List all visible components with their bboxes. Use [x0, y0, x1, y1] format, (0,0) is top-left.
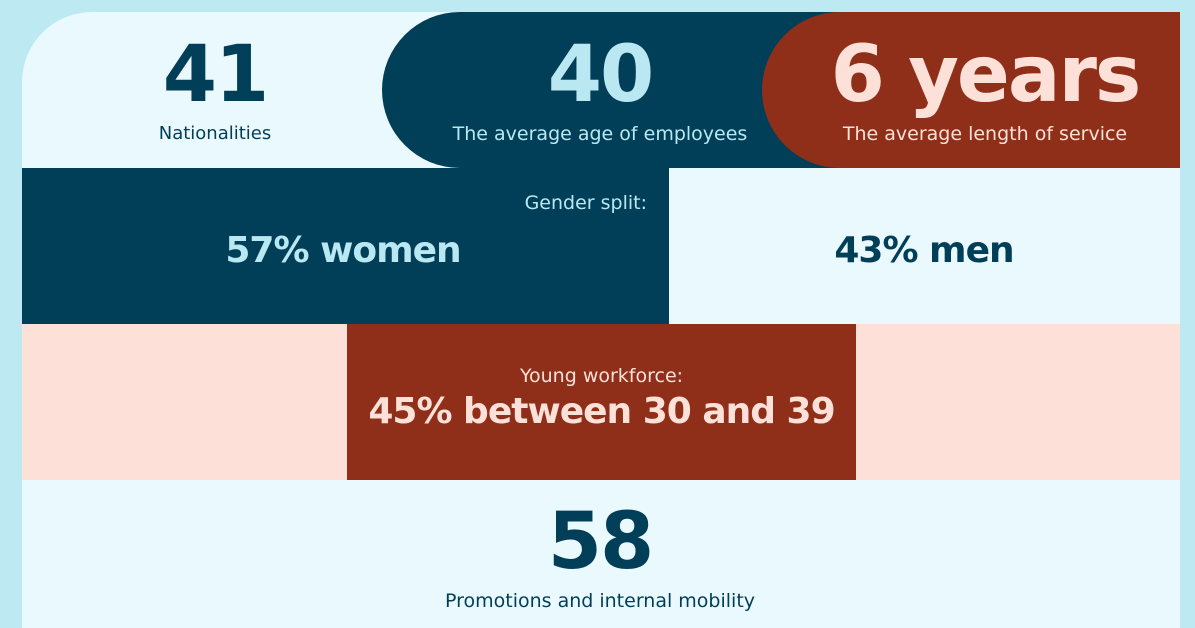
workforce-block [347, 324, 856, 480]
women-block [22, 168, 669, 324]
women-value: 57% women [225, 230, 461, 271]
workforce-label: Young workforce: [519, 365, 684, 387]
gender-label: Gender split: [524, 192, 647, 214]
stat-label: The average length of service [842, 123, 1128, 145]
men-value: 43% men [834, 230, 1014, 271]
stat-label: The average age of employees [452, 123, 748, 145]
pill-rust [762, 12, 1180, 168]
stat-label: Nationalities [158, 123, 272, 144]
stat-value: 41 [162, 30, 270, 120]
stat-value: 40 [547, 30, 655, 120]
promotions-block [22, 480, 1180, 628]
promotions-value: 58 [547, 497, 655, 587]
promotions-label: Promotions and internal mobility [444, 590, 756, 612]
men-block [669, 168, 1180, 324]
stat-value: 6 years [830, 30, 1142, 120]
workforce-value: 45% between 30 and 39 [368, 391, 835, 432]
